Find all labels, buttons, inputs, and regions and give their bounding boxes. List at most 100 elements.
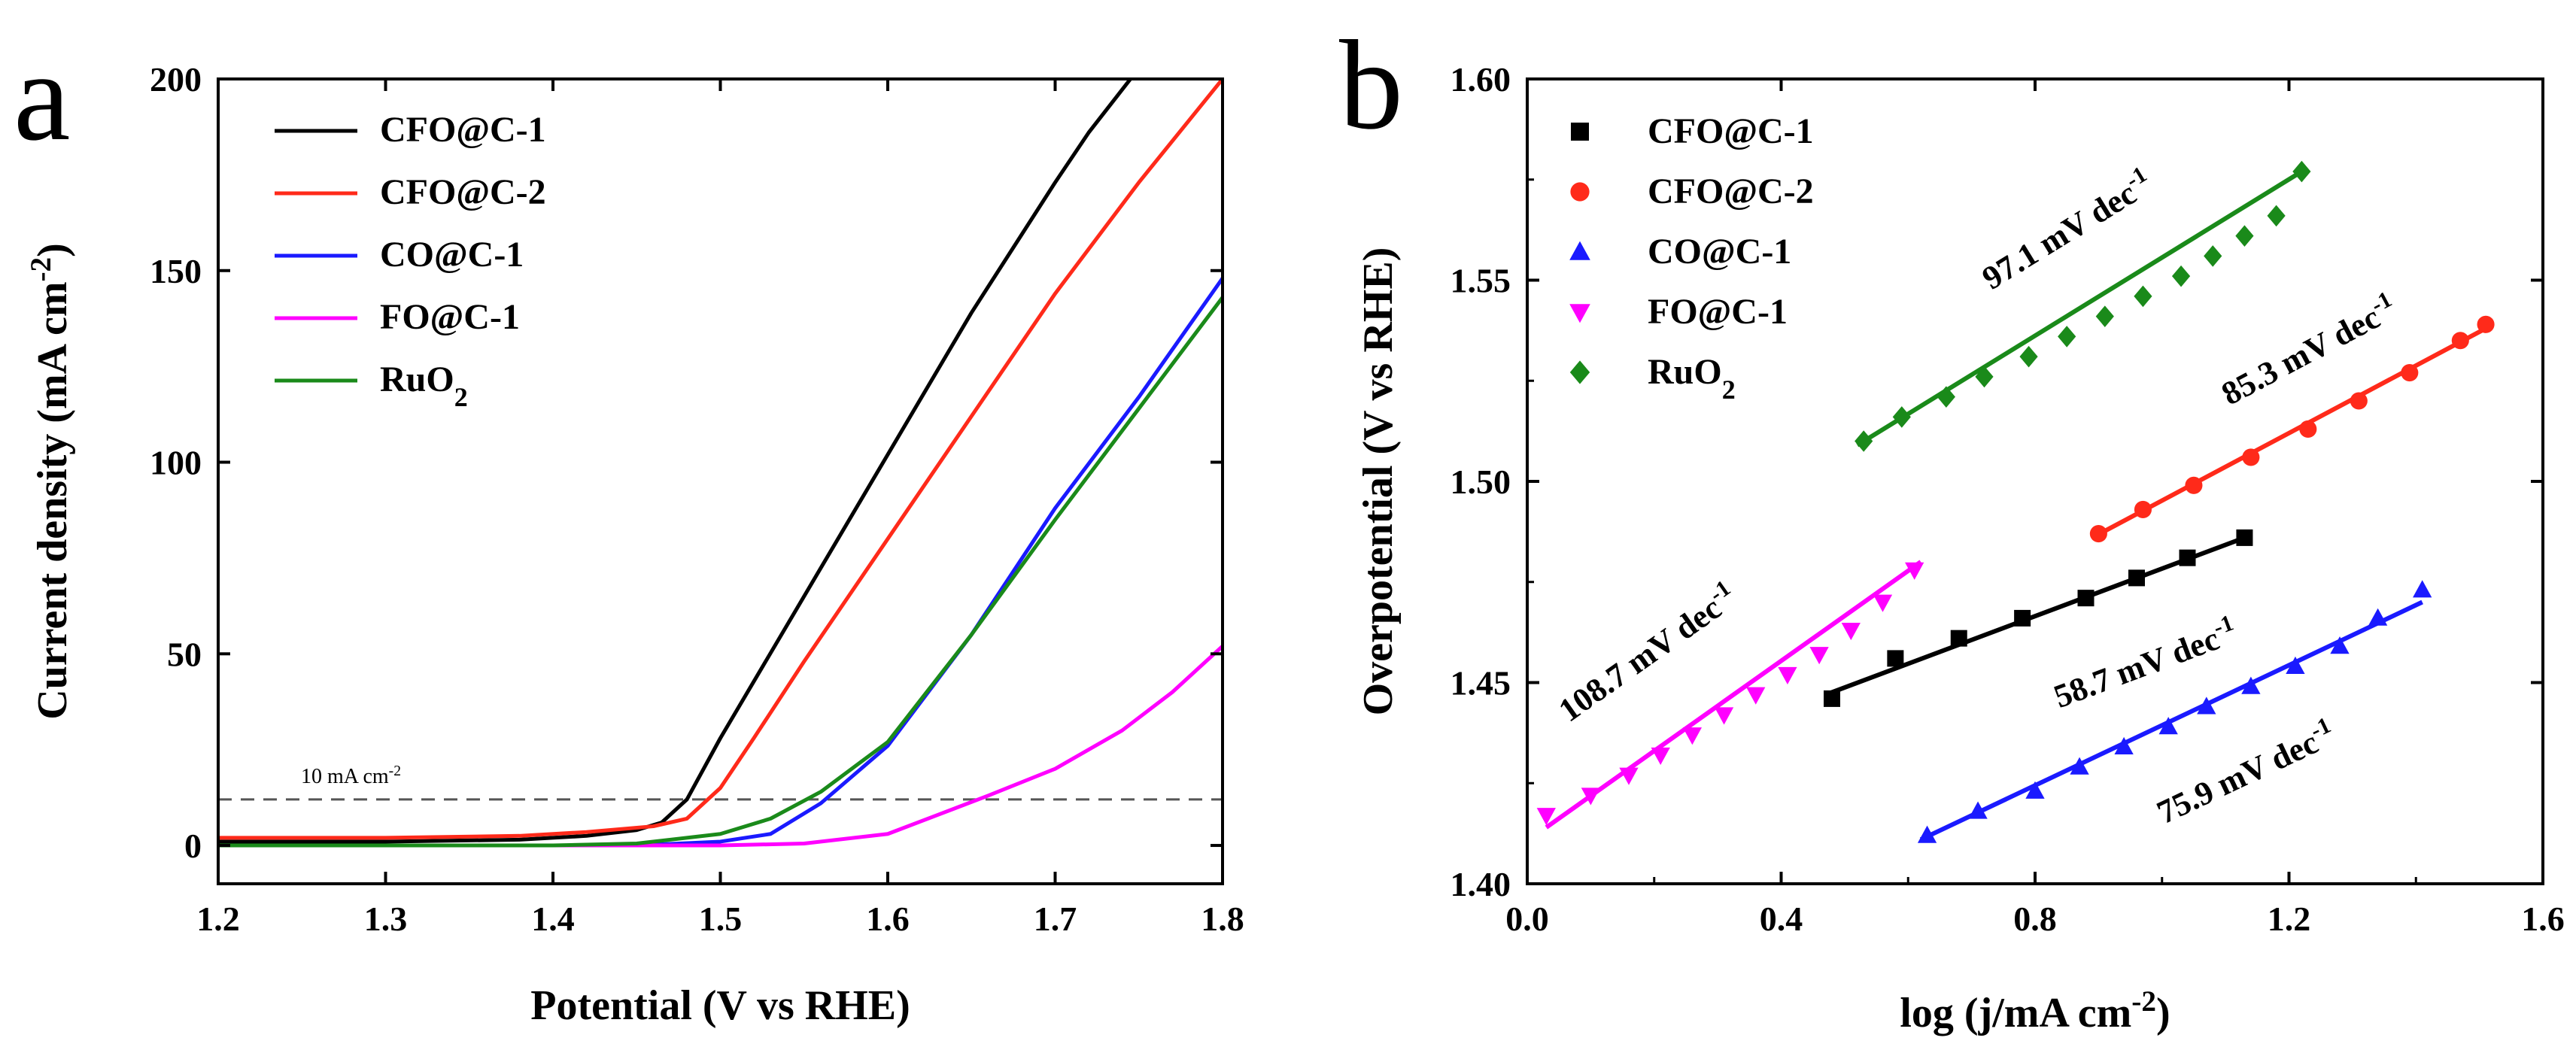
data-point-co-c-1	[2070, 757, 2089, 775]
data-point-ruo-2	[2292, 160, 2311, 183]
fit-line-cfo-c-1	[1824, 536, 2246, 697]
data-point-cfo-c-2	[2401, 364, 2419, 382]
data-point-co-c-1	[1968, 801, 1988, 819]
data-point-ruo-2	[1975, 366, 1994, 388]
legend-label-ruo-2: RuO2	[1648, 352, 1736, 405]
x-tick-label: 1.2	[196, 900, 240, 938]
data-point-co-c-1	[2286, 656, 2305, 674]
x-tick-label: 1.4	[531, 900, 575, 938]
data-point-co-c-1	[2025, 781, 2045, 799]
data-point-fo-c-1	[1841, 623, 1861, 641]
y-tick-label: 1.45	[1451, 664, 1511, 703]
x-tick-label: 1.3	[364, 900, 408, 938]
panel-b-letter: b	[1339, 14, 1403, 156]
data-point-cfo-c-1	[2236, 529, 2253, 546]
legend-marker-co-c-1	[1569, 241, 1590, 260]
series-line-cfo-c-2	[218, 79, 1223, 840]
data-point-cfo-c-1	[1824, 690, 1840, 707]
data-point-fo-c-1	[1905, 562, 1924, 580]
legend-label-cfo-c-2: CFO@C-2	[1648, 171, 1814, 211]
fit-line-fo-c-1	[1545, 560, 1922, 830]
data-point-co-c-1	[2413, 580, 2432, 598]
data-point-ruo-2	[2134, 285, 2152, 308]
panel-a-plot-area: 10 mA cm-2 1.2 1.3 1.4 1.5 1.6 1.7 1.8 0 50 100 150…	[25, 60, 1244, 1029]
data-point-fo-c-1	[1809, 647, 1829, 665]
data-point-fo-c-1	[1651, 747, 1670, 765]
data-point-cfo-c-1	[2077, 590, 2095, 607]
y-tick-label: 1.40	[1451, 865, 1511, 903]
data-point-cfo-c-2	[2477, 315, 2495, 333]
data-point-ruo-2	[2095, 305, 2114, 327]
data-point-cfo-c-2	[2299, 420, 2317, 438]
y-tick-label: 200	[150, 60, 202, 99]
legend-marker-ruo-2	[1569, 360, 1590, 384]
data-point-fo-c-1	[1581, 787, 1601, 806]
data-point-cfo-c-1	[2128, 569, 2145, 587]
data-point-fo-c-1	[1619, 767, 1639, 785]
data-point-cfo-c-2	[2185, 476, 2203, 494]
x-tick-label: 1.2	[2268, 900, 2311, 938]
data-point-cfo-c-2	[2451, 332, 2469, 350]
data-point-cfo-c-2	[2089, 525, 2107, 543]
y-axis-title: Overpotential (V vs RHE)	[1355, 247, 1402, 716]
reference-line-label: 10 mA cm-2	[301, 763, 401, 788]
y-axis-title: Current density (mA cm-2)	[25, 243, 77, 720]
data-point-ruo-2	[2267, 205, 2286, 227]
data-point-ruo-2	[2204, 245, 2222, 267]
legend-label-ruo-2: RuO2	[380, 360, 468, 412]
data-point-fo-c-1	[1714, 707, 1734, 725]
data-point-ruo-2	[1855, 430, 1873, 452]
legend-marker-cfo-c-2	[1570, 182, 1590, 202]
legend-marker-cfo-c-1	[1571, 123, 1589, 141]
x-axis-title: log (j/mA cm-2)	[1900, 985, 2170, 1037]
series-line-ruo-2	[218, 296, 1223, 848]
data-point-fo-c-1	[1746, 687, 1766, 705]
x-tick-label: 0.4	[1760, 900, 1803, 938]
data-point-ruo-2	[2235, 225, 2254, 247]
data-point-cfo-c-1	[2179, 549, 2196, 566]
y-tick-label: 1.50	[1451, 463, 1511, 501]
fit-line-ruo-2	[1856, 169, 2303, 448]
y-tick-label: 100	[150, 444, 202, 482]
data-point-cfo-c-2	[2350, 392, 2368, 410]
data-point-ruo-2	[1937, 386, 1955, 408]
data-point-fo-c-1	[1873, 594, 1893, 612]
legend-label-cfo-c-1: CFO@C-1	[1648, 111, 1814, 151]
data-point-fo-c-1	[1778, 666, 1797, 684]
x-tick-label: 0.0	[1505, 900, 1549, 938]
data-point-co-c-1	[2114, 736, 2134, 754]
data-point-co-c-1	[2241, 676, 2261, 694]
legend-label-fo-c-1: FO@C-1	[380, 297, 520, 337]
panel-a: a 10 mA cm-21.2 1.3 1.4 1.5 1.6 1.7 1.80501001…	[14, 26, 1244, 1029]
y-tick-label: 150	[150, 252, 202, 290]
legend-marker-fo-c-1	[1569, 304, 1590, 323]
data-point-ruo-2	[2171, 265, 2191, 287]
x-tick-label: 1.5	[699, 900, 743, 938]
data-point-cfo-c-1	[1887, 650, 1904, 667]
data-point-cfo-c-2	[2134, 500, 2152, 518]
legend-label-co-c-1: CO@C-1	[380, 235, 524, 275]
data-point-co-c-1	[2368, 608, 2388, 626]
data-point-co-c-1	[2158, 717, 2178, 735]
panel-a-letter: a	[14, 26, 70, 167]
y-tick-label: 1.55	[1451, 262, 1511, 300]
x-axis-title: Potential (V vs RHE)	[530, 982, 910, 1029]
data-point-ruo-2	[2058, 326, 2076, 347]
legend-label-fo-c-1: FO@C-1	[1648, 292, 1788, 332]
x-tick-label: 0.8	[2013, 900, 2057, 938]
fit-line-cfo-c-2	[2091, 326, 2487, 540]
x-tick-label: 1.6	[2521, 900, 2565, 938]
x-tick-label: 1.6	[866, 900, 910, 938]
data-point-co-c-1	[2330, 636, 2350, 654]
data-point-cfo-c-2	[2242, 448, 2260, 466]
x-tick-label: 1.7	[1034, 900, 1077, 938]
data-point-fo-c-1	[1536, 808, 1556, 826]
x-tick-label: 1.8	[1201, 900, 1244, 938]
data-point-ruo-2	[2019, 345, 2038, 368]
y-tick-label: 0	[184, 827, 202, 865]
data-point-cfo-c-1	[2014, 609, 2031, 627]
y-tick-label: 1.60	[1451, 60, 1511, 99]
legend-label-cfo-c-2: CFO@C-2	[380, 172, 546, 212]
